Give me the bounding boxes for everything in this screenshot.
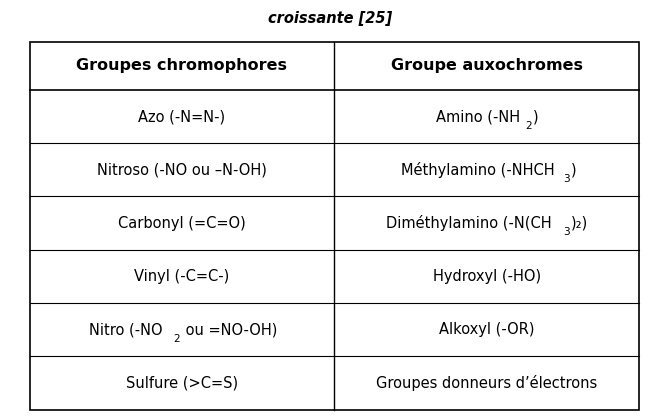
Text: Groupe auxochromes: Groupe auxochromes xyxy=(391,59,583,73)
Text: Nitro (-NO: Nitro (-NO xyxy=(90,322,163,337)
Text: Alkoxyl (-OR): Alkoxyl (-OR) xyxy=(439,322,535,337)
Text: ): ) xyxy=(571,162,576,177)
Text: ): ) xyxy=(533,109,539,124)
Text: Groupes chromophores: Groupes chromophores xyxy=(77,59,288,73)
Text: Vinyl (-C=C-): Vinyl (-C=C-) xyxy=(135,269,230,284)
Text: Groupes donneurs d’électrons: Groupes donneurs d’électrons xyxy=(376,375,597,391)
Text: Diméthylamino (-N(CH: Diméthylamino (-N(CH xyxy=(386,215,552,231)
Text: Amino (-NH: Amino (-NH xyxy=(436,109,520,124)
Text: )₂): )₂) xyxy=(571,216,588,231)
Bar xyxy=(30,42,639,410)
Text: 3: 3 xyxy=(564,174,570,184)
Text: Hydroxyl (-HO): Hydroxyl (-HO) xyxy=(432,269,541,284)
Text: 2: 2 xyxy=(525,121,533,131)
Text: ou =NO-OH): ou =NO-OH) xyxy=(181,322,277,337)
Text: 3: 3 xyxy=(564,227,570,237)
Text: croissante [25]: croissante [25] xyxy=(268,11,392,26)
Text: Carbonyl (=C=O): Carbonyl (=C=O) xyxy=(118,216,246,231)
Text: Nitroso (-NO ou –N-OH): Nitroso (-NO ou –N-OH) xyxy=(97,162,267,177)
Text: 2: 2 xyxy=(174,334,180,344)
Text: Méthylamino (-NHCH: Méthylamino (-NHCH xyxy=(401,162,555,178)
Text: Azo (-N=N-): Azo (-N=N-) xyxy=(139,109,226,124)
Text: Sulfure (>C=S): Sulfure (>C=S) xyxy=(126,375,238,390)
